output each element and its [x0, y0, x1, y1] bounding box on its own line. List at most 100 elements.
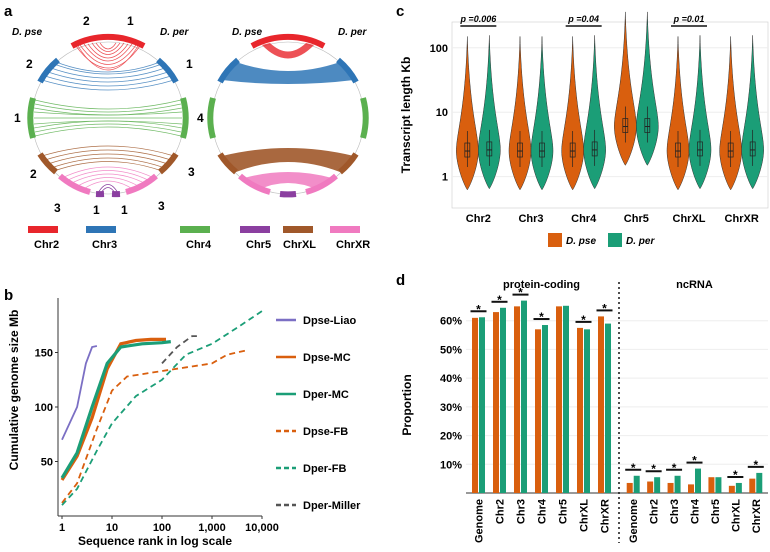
d-bar: [654, 477, 661, 493]
d-bar: [749, 478, 756, 493]
b-series-line: [161, 335, 197, 365]
panel-a-legend: Chr2 Chr3 Chr4 Chr5 ChrXL ChrXR: [28, 226, 370, 251]
panel-label-a: a: [4, 3, 13, 20]
c-violin: [530, 36, 554, 191]
d-x-tick-label: ChrXR: [600, 499, 612, 533]
b-x-tick-label: 10: [106, 522, 118, 534]
b-series-line: [61, 349, 248, 504]
chr-number: 2: [26, 57, 33, 71]
chr-number: 3: [158, 199, 165, 213]
legend-label: Chr4: [186, 239, 212, 251]
d-bar: [535, 329, 541, 493]
b-x-tick-label: 100: [153, 522, 171, 534]
legend-swatch: [86, 226, 116, 233]
panel-a-circos: D. pse D. per D. pse D. per 2 1 2 1 1 4 …: [12, 14, 370, 251]
b-legend: Dpse-Liao Dpse-MC Dper-MC Dpse-FB Dper-FB Dpe…: [276, 315, 361, 512]
d-bar: [577, 327, 583, 493]
d-y-tick-label: 10%: [440, 459, 462, 471]
b-y-tick-label: 100: [35, 402, 53, 414]
panel-b-chart: Cumulative genome size Mb Sequence rank …: [7, 298, 361, 548]
c-plot-area: [451, 21, 769, 209]
chr-number: 1: [14, 111, 21, 125]
c-violin: [688, 35, 712, 190]
b-axes: 1 10 100 1,000 10,000 50 100 150: [35, 298, 279, 534]
c-p-value: p =0.01: [673, 14, 705, 24]
chr-number: 1: [93, 203, 100, 217]
d-bar: [695, 468, 701, 493]
d-signif-star: *: [631, 461, 636, 475]
species-right-label: D. per: [160, 27, 189, 38]
c-box: [569, 142, 576, 158]
d-x-tick-label: Chr5: [558, 499, 570, 524]
b-x-tick-label: 1: [59, 522, 65, 534]
b-legend-label: Dper-MC: [303, 389, 349, 401]
c-box: [749, 141, 756, 157]
c-axes: 1 10 100 Chr2 Chr3 Chr4 Chr5 ChrXL ChrXR: [430, 21, 769, 225]
c-x-tick-label: Chr4: [571, 213, 597, 225]
c-box: [675, 142, 681, 158]
b-y-axis-label: Cumulative genome size Mb: [7, 310, 21, 471]
c-box: [697, 141, 703, 157]
c-legend-swatch: [608, 233, 622, 247]
legend-label: ChrXR: [336, 239, 370, 251]
d-signif-star: *: [753, 458, 758, 472]
c-violins: p =0.006 p =0.04 p =0.01: [456, 11, 764, 191]
d-signif-star: *: [602, 301, 607, 315]
d-bars: protein-coding*Genome*Chr2*Chr3*Chr4 Chr5…: [470, 279, 764, 543]
panel-label-b: b: [4, 287, 13, 304]
d-y-tick-label: 20%: [440, 431, 462, 443]
d-signif-star: *: [692, 454, 697, 468]
d-y-axis-label: Proportion: [400, 374, 414, 435]
d-y-tick-label: 30%: [440, 402, 462, 414]
d-y-tick-label: 40%: [440, 373, 462, 385]
d-y-tick-label: 60%: [440, 316, 462, 328]
panel-label-d: d: [396, 272, 405, 289]
c-p-value: p =0.04: [567, 14, 599, 24]
c-box: [539, 142, 545, 158]
d-bar: [647, 481, 654, 493]
chr-number: 4: [197, 111, 204, 125]
legend-label: ChrXL: [283, 239, 316, 251]
d-bar: [479, 317, 485, 493]
chr-number: 1: [186, 57, 193, 71]
species-right-label-2: D. per: [338, 27, 367, 38]
d-bar: [728, 485, 735, 493]
c-box: [644, 118, 651, 133]
b-legend-label: Dpse-MC: [303, 352, 351, 364]
d-signif-star: *: [539, 310, 544, 324]
b-series-line: [60, 340, 171, 479]
d-signif-star: *: [476, 302, 481, 316]
b-series-line: [61, 345, 98, 441]
d-bar: [584, 329, 590, 493]
d-bar: [708, 477, 715, 493]
d-signif-star: *: [518, 286, 523, 300]
c-x-tick-label: Chr2: [466, 213, 491, 225]
species-left-label: D. pse: [12, 27, 42, 38]
b-legend-label: Dpse-Liao: [303, 315, 356, 327]
legend-label: Chr2: [34, 239, 59, 251]
c-x-tick-label: ChrXL: [673, 213, 706, 225]
c-box: [591, 141, 598, 157]
d-bar: [756, 472, 763, 493]
d-x-tick-label: ChrXR: [751, 499, 763, 533]
c-p-value: p =0.006: [459, 14, 497, 24]
c-violin: [478, 35, 501, 190]
d-signif-star: *: [497, 293, 502, 307]
chr-number: 1: [121, 203, 128, 217]
b-x-axis-label: Sequence rank in log scale: [78, 534, 232, 548]
b-y-tick-label: 50: [41, 457, 53, 469]
chr-number: 3: [188, 165, 195, 179]
c-violin: [636, 11, 659, 166]
b-series-line: [60, 337, 166, 481]
chr-number: 2: [30, 167, 37, 181]
d-x-tick-label: Chr3: [669, 499, 681, 524]
d-x-tick-label: ChrXL: [730, 499, 742, 532]
c-y-tick-label: 1: [442, 172, 448, 184]
b-lines: [60, 310, 263, 506]
d-x-tick-label: Chr5: [710, 499, 722, 524]
d-bar: [556, 306, 562, 493]
c-legend: D. pse D. per: [548, 233, 655, 247]
d-bar: [514, 306, 520, 493]
c-violin: [719, 36, 742, 191]
c-legend-label: D. per: [626, 236, 655, 247]
